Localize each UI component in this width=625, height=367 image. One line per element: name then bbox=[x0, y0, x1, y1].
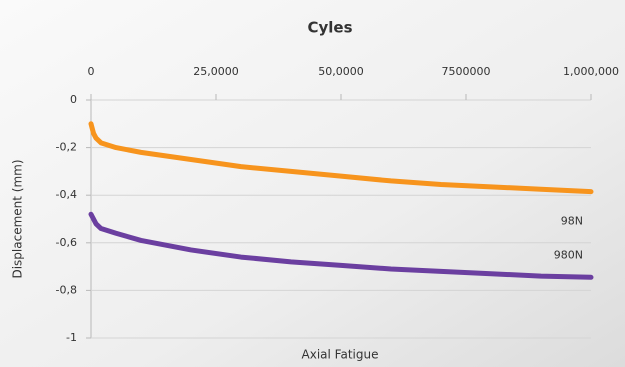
y-tick-label: -0,4 bbox=[56, 188, 77, 201]
x-axis-label: Axial Fatigue bbox=[302, 348, 379, 362]
series-line bbox=[88, 121, 594, 195]
x-tick-label: 7500000 bbox=[442, 65, 491, 78]
series-line bbox=[88, 211, 594, 280]
y-tick-label: -0,2 bbox=[56, 141, 77, 154]
chart-title: Cyles bbox=[307, 19, 352, 37]
x-tick-label: 25,0000 bbox=[193, 65, 239, 78]
y-tick-label: 0 bbox=[70, 93, 77, 106]
y-tick-label: -0,6 bbox=[56, 236, 77, 249]
y-tick-label: -1 bbox=[66, 331, 77, 344]
y-tick-label: -0,8 bbox=[56, 283, 77, 296]
x-tick-label: 0 bbox=[88, 65, 95, 78]
series-label: 98N bbox=[561, 215, 583, 228]
x-tick-label: 50,0000 bbox=[318, 65, 364, 78]
y-axis-label: Displacement (mm) bbox=[11, 159, 25, 278]
series-label: 980N bbox=[554, 248, 583, 261]
x-tick-label: 1,000,000 bbox=[563, 65, 619, 78]
